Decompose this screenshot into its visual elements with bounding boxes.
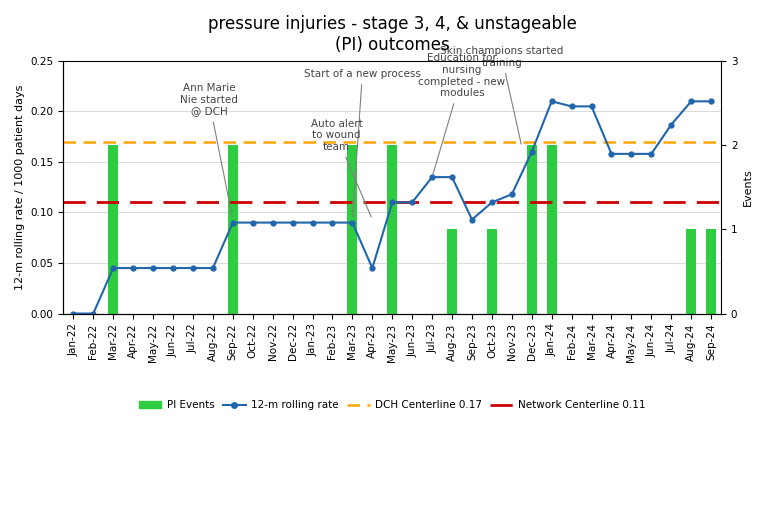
Y-axis label: Events: Events	[743, 168, 753, 206]
Title: pressure injuries - stage 3, 4, & unstageable
(PI) outcomes: pressure injuries - stage 3, 4, & unstag…	[208, 15, 577, 54]
Bar	[547, 145, 557, 314]
Y-axis label: 12-m rolling rate / 1000 patient days: 12-m rolling rate / 1000 patient days	[15, 85, 25, 290]
Text: Auto alert
to wound
team: Auto alert to wound team	[310, 119, 371, 217]
Bar	[687, 229, 696, 314]
Bar	[228, 145, 238, 314]
Bar	[447, 229, 457, 314]
Text: Ann Marie
Nie started
@ DCH: Ann Marie Nie started @ DCH	[180, 83, 238, 217]
Bar	[347, 145, 357, 314]
Bar	[487, 229, 497, 314]
Text: Start of a new process: Start of a new process	[304, 69, 421, 217]
Legend: PI Events, 12-m rolling rate, DCH Centerline 0.17, Network Centerline 0.11: PI Events, 12-m rolling rate, DCH Center…	[134, 396, 650, 414]
Bar	[387, 145, 397, 314]
Bar	[108, 145, 118, 314]
Bar	[527, 145, 537, 314]
Text: Education for
nursing
completed - new
modules: Education for nursing completed - new mo…	[419, 54, 505, 174]
Bar	[706, 229, 716, 314]
Text: Skin champions started
training: Skin champions started training	[440, 46, 564, 144]
